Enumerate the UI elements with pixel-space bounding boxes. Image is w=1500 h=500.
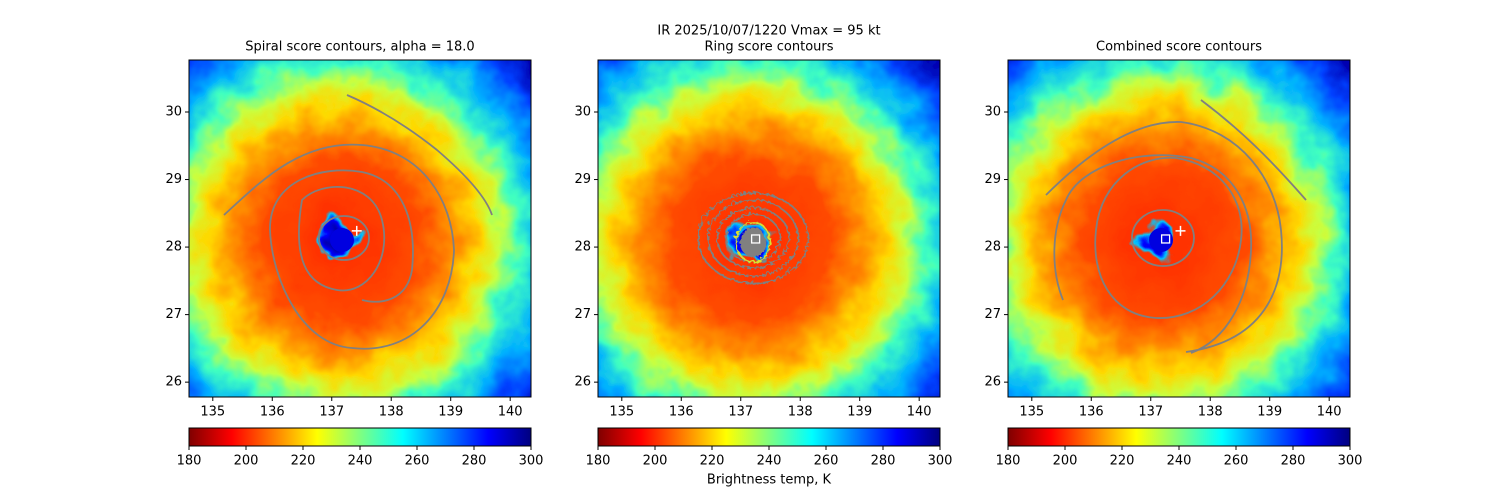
contour — [705, 197, 797, 275]
brightness-image — [598, 60, 940, 397]
imagery — [598, 60, 940, 397]
colorbar-tick-label: 220 — [700, 454, 725, 469]
x-tick-label: 136 — [669, 405, 694, 420]
colorbar-tick-label: 300 — [519, 454, 544, 469]
center-marker — [750, 234, 761, 244]
contour — [1094, 156, 1243, 319]
brightness-image — [1008, 60, 1350, 397]
x-tick-label: 136 — [1079, 405, 1104, 420]
y-tick-label: 30 — [574, 105, 591, 120]
colorbar-tick-label: 180 — [177, 454, 202, 469]
axes-frame — [188, 59, 532, 398]
x-tick-label: 135 — [1019, 405, 1044, 420]
colorbar-tick-label: 280 — [462, 454, 487, 469]
x-tick-label: 135 — [609, 405, 634, 420]
contour — [695, 190, 807, 282]
colorbar — [1007, 427, 1351, 447]
contour — [346, 94, 493, 216]
x-tick-label: 139 — [1257, 405, 1282, 420]
contours — [223, 94, 493, 350]
y-tick-label: 28 — [574, 240, 591, 255]
contour — [318, 215, 370, 261]
x-tick-label: 139 — [847, 405, 872, 420]
contour — [1045, 121, 1283, 354]
axes-title: Combined score contours — [1096, 40, 1262, 55]
x-tick-label: 135 — [200, 405, 225, 420]
colorbar-tick-label: 180 — [996, 454, 1021, 469]
contour — [1131, 209, 1195, 267]
y-tick-label: 30 — [984, 105, 1001, 120]
axes: 135 136 137 138 139 140 26 27 28 29 30 — [984, 59, 1351, 420]
colorbar-tick-label: 300 — [1338, 454, 1363, 469]
colorbar-tick-label: 240 — [757, 454, 782, 469]
colorbar-tick-label: 200 — [643, 454, 668, 469]
y-tick-label: 26 — [574, 375, 591, 390]
colorbar-tick-label: 200 — [234, 454, 259, 469]
x-tick-label: 140 — [498, 405, 523, 420]
y-tick-label: 27 — [574, 307, 591, 322]
colorbar-tick-label: 300 — [928, 454, 953, 469]
axes-title: Ring score contours — [704, 40, 833, 55]
colorbar-tick-label: 260 — [814, 454, 839, 469]
colorbar-tick-label: 260 — [1224, 454, 1249, 469]
x-tick-label: 138 — [788, 405, 813, 420]
axes-title: Spiral score contours, alpha = 18.0 — [245, 40, 474, 55]
axes-frame — [1007, 59, 1351, 398]
colorbar-tick-label: 280 — [1281, 454, 1306, 469]
figure-title: IR 2025/10/07/1220 Vmax = 95 kt — [657, 24, 880, 39]
contours — [695, 190, 807, 282]
axes: 135 136 137 138 139 140 26 27 28 29 30 — [574, 59, 941, 420]
center-marker — [1160, 234, 1171, 244]
contour — [1200, 99, 1307, 201]
y-tick-label: 26 — [165, 375, 182, 390]
colorbar-tick-label: 240 — [348, 454, 373, 469]
axes: 135 136 137 138 139 140 26 27 28 29 30 — [165, 59, 532, 420]
contour — [298, 186, 386, 292]
x-tick-label: 138 — [1198, 405, 1223, 420]
colorbar-tick-label: 220 — [291, 454, 316, 469]
x-tick-label: 140 — [907, 405, 932, 420]
contour — [714, 205, 788, 267]
x-tick-label: 136 — [260, 405, 285, 420]
contour — [223, 143, 455, 350]
y-tick-label: 29 — [984, 172, 1001, 187]
y-tick-label: 28 — [165, 240, 182, 255]
colorbar-tick-label: 280 — [871, 454, 896, 469]
y-tick-label: 29 — [574, 172, 591, 187]
center-marker — [1175, 225, 1186, 236]
imagery — [1008, 60, 1350, 397]
x-tick-label: 140 — [1317, 405, 1342, 420]
colorbar-tick-label: 200 — [1053, 454, 1078, 469]
x-tick-label: 139 — [438, 405, 463, 420]
y-tick-label: 28 — [984, 240, 1001, 255]
imagery — [189, 60, 531, 397]
y-tick-label: 26 — [984, 375, 1001, 390]
axes-frame — [597, 59, 941, 398]
colorbar-tick-label: 220 — [1110, 454, 1135, 469]
colorbar-tick-label: 240 — [1167, 454, 1192, 469]
x-tick-label: 137 — [319, 405, 344, 420]
colorbar-tick-label: 260 — [405, 454, 430, 469]
y-tick-label: 27 — [984, 307, 1001, 322]
colorbar — [188, 427, 532, 447]
x-tick-label: 138 — [379, 405, 404, 420]
y-tick-label: 27 — [165, 307, 182, 322]
x-tick-label: 137 — [1138, 405, 1163, 420]
colorbar-tick-label: 180 — [586, 454, 611, 469]
y-tick-label: 30 — [165, 105, 182, 120]
eye — [330, 228, 354, 252]
contour — [733, 219, 769, 261]
ring-contours — [695, 190, 807, 282]
x-tick-label: 137 — [728, 405, 753, 420]
colorbar — [597, 427, 941, 447]
y-tick-label: 29 — [165, 172, 182, 187]
colorbar-label: Brightness temp, K — [707, 473, 832, 488]
center-marker — [351, 225, 362, 236]
contours — [1045, 99, 1307, 354]
brightness-image — [189, 60, 531, 397]
